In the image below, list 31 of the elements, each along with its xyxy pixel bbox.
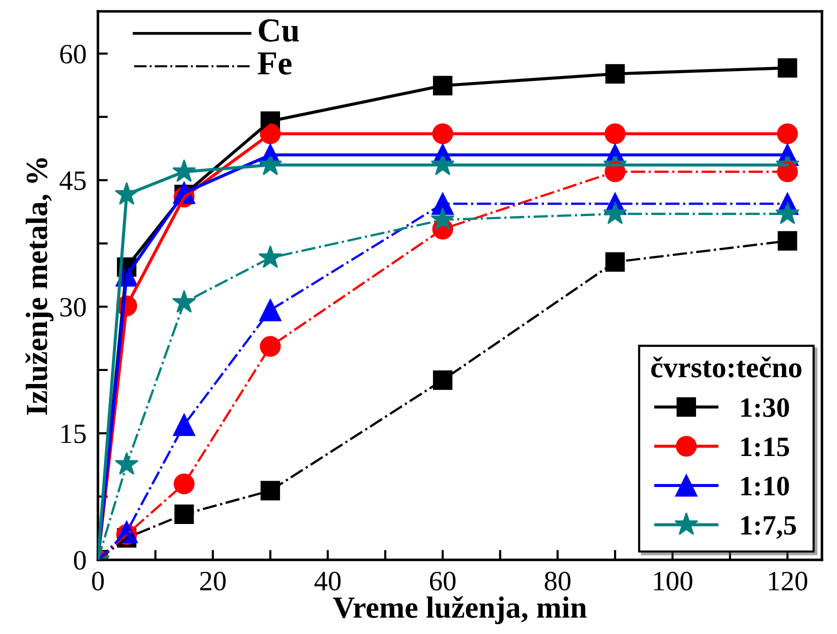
legend-label: 1:10	[741, 476, 789, 496]
y-tick-label: 45	[60, 172, 86, 190]
point	[778, 231, 798, 251]
y-tick-label: 60	[60, 44, 86, 64]
point	[174, 504, 194, 524]
annotation: Fe	[258, 52, 292, 75]
legend-label: 1:7,5	[741, 516, 796, 539]
point	[432, 370, 452, 390]
annotation: Cu	[258, 19, 299, 42]
point	[260, 480, 280, 500]
legend-label: 1:15	[741, 438, 790, 456]
point	[778, 58, 798, 78]
y-axis-title: Izluženje metala, %	[25, 158, 54, 415]
point	[260, 336, 281, 357]
point	[173, 414, 196, 436]
x-tick-label: 40	[314, 572, 341, 590]
x-tick-label: 60	[430, 572, 456, 590]
point	[776, 201, 800, 224]
point	[174, 473, 195, 494]
legend-label: 1:30	[741, 398, 789, 418]
x-tick-label: 100	[654, 572, 692, 590]
y-tick-label: 15	[61, 424, 86, 444]
legend-title: čvrsto:tečno	[651, 356, 802, 378]
x-tick-label: 120	[769, 572, 808, 590]
y-tick-label: 0	[74, 550, 86, 570]
point	[259, 298, 282, 322]
x-tick-label: 80	[544, 572, 570, 590]
x-axis-title: Vreme luženja, min	[333, 596, 587, 624]
x-tick-label: 0	[92, 572, 104, 590]
x-tick-label: 20	[200, 572, 226, 590]
y-tick-label: 30	[60, 298, 86, 317]
